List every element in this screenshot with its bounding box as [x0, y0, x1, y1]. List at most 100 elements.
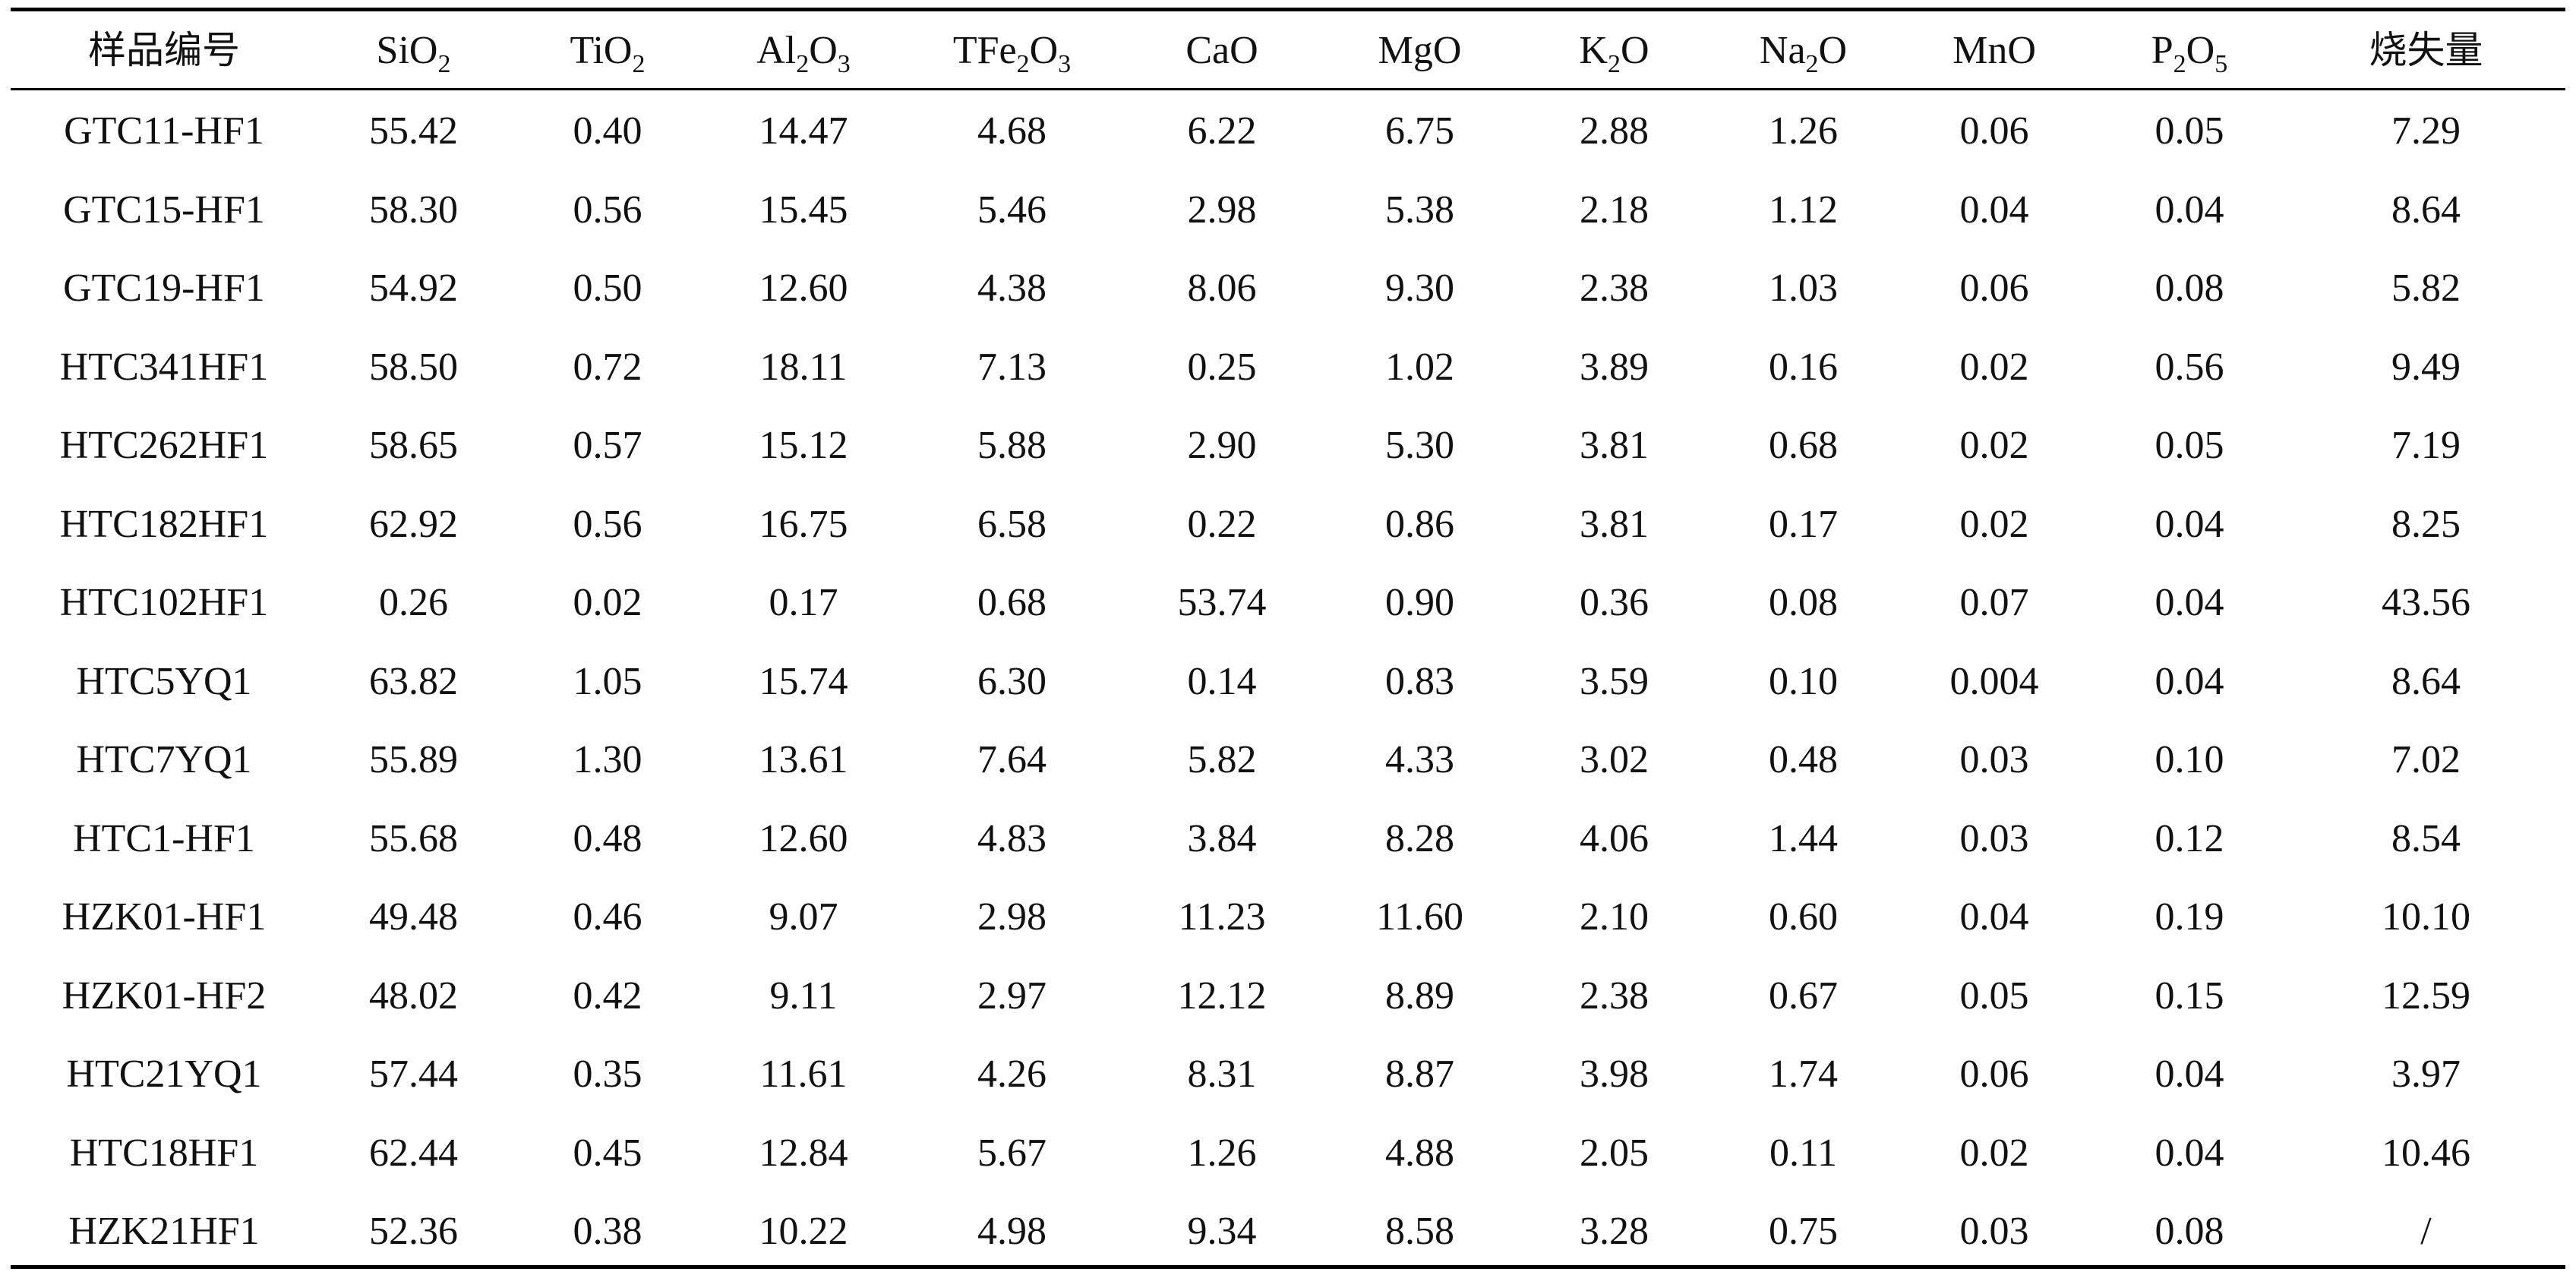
cell-k2o: 2.10	[1580, 895, 1649, 939]
cell-mno: 0.06	[1959, 267, 2029, 310]
cell-mno: 0.02	[1959, 424, 2029, 467]
cell-p2o5: 0.05	[2155, 424, 2224, 467]
cell-p2o5: 0.15	[2155, 974, 2224, 1018]
cell-sio2: 62.44	[369, 1131, 458, 1175]
cell-tio2: 0.56	[573, 502, 642, 546]
cell-tfe2o3: 4.68	[977, 109, 1046, 153]
table-row: GTC11-HF1 55.42 0.40 14.47 4.68 6.22 6.75 2.88 1…	[11, 90, 2565, 171]
cell-tio2: 0.42	[573, 974, 642, 1018]
cell-tfe2o3: 5.67	[977, 1131, 1046, 1175]
cell-tio2: 0.56	[573, 188, 642, 232]
cell-sample-id: HTC182HF1	[59, 502, 269, 546]
cell-na2o: 0.17	[1769, 502, 1838, 546]
cell-mgo: 5.38	[1385, 188, 1454, 232]
cell-mno: 0.02	[1959, 502, 2029, 546]
cell-p2o5: 0.19	[2155, 895, 2224, 939]
cell-sio2: 57.44	[369, 1053, 458, 1096]
table-row: HTC262HF1 58.65 0.57 15.12 5.88 2.90 5.30 3.81 0…	[11, 406, 2565, 485]
cell-sio2: 48.02	[369, 974, 458, 1018]
cell-mgo: 8.58	[1385, 1210, 1454, 1253]
cell-na2o: 0.60	[1769, 895, 1838, 939]
cell-loi: 3.97	[2391, 1053, 2461, 1096]
cell-p2o5: 0.04	[2155, 502, 2224, 546]
col-header-mgo: MgO	[1378, 29, 1462, 72]
cell-al2o3: 15.45	[759, 188, 848, 232]
cell-cao: 6.22	[1187, 109, 1257, 153]
cell-tio2: 0.50	[573, 267, 642, 310]
cell-tio2: 1.05	[573, 659, 642, 703]
cell-sample-id: HTC102HF1	[59, 581, 269, 624]
cell-tio2: 1.30	[573, 738, 642, 781]
cell-mgo: 0.83	[1385, 659, 1454, 703]
cell-na2o: 0.08	[1769, 581, 1838, 624]
cell-loi: 7.02	[2391, 738, 2461, 781]
col-header-sio2: SiO2	[376, 29, 451, 78]
cell-tio2: 0.02	[573, 581, 642, 624]
cell-k2o: 3.28	[1580, 1210, 1649, 1253]
cell-loi: 12.59	[2382, 974, 2470, 1018]
cell-p2o5: 0.04	[2155, 1053, 2224, 1096]
cell-sample-id: HZK01-HF1	[62, 895, 267, 939]
cell-loi: 7.19	[2391, 424, 2461, 467]
cell-tfe2o3: 2.98	[977, 895, 1046, 939]
header-row: 样品编号 SiO2 TiO2 Al2O3 TFe2O3 CaO MgO K2O …	[11, 11, 2565, 90]
cell-sample-id: GTC15-HF1	[63, 188, 265, 232]
cell-tio2: 0.57	[573, 424, 642, 467]
cell-k2o: 3.02	[1580, 738, 1649, 781]
cell-cao: 5.82	[1187, 738, 1257, 781]
cell-tfe2o3: 2.97	[977, 974, 1046, 1018]
cell-na2o: 1.74	[1769, 1053, 1838, 1096]
cell-mgo: 0.86	[1385, 502, 1454, 546]
cell-na2o: 0.48	[1769, 738, 1838, 781]
cell-mno: 0.03	[1959, 738, 2029, 781]
table-row: HTC341HF1 58.50 0.72 18.11 7.13 0.25 1.02 3.89 0…	[11, 328, 2565, 407]
cell-sample-id: HTC262HF1	[59, 424, 269, 467]
data-table: 样品编号 SiO2 TiO2 Al2O3 TFe2O3 CaO MgO K2O …	[11, 11, 2565, 1271]
cell-al2o3: 15.74	[759, 659, 848, 703]
cell-k2o: 2.38	[1580, 267, 1649, 310]
cell-sio2: 52.36	[369, 1210, 458, 1253]
cell-mgo: 1.02	[1385, 345, 1454, 389]
cell-sio2: 49.48	[369, 895, 458, 939]
cell-al2o3: 15.12	[759, 424, 848, 467]
cell-tfe2o3: 0.68	[977, 581, 1046, 624]
cell-tio2: 0.48	[573, 816, 642, 860]
cell-loi: 8.64	[2391, 659, 2461, 703]
cell-cao: 0.22	[1187, 502, 1257, 546]
cell-loi: /	[2420, 1210, 2432, 1253]
cell-cao: 2.98	[1187, 188, 1257, 232]
cell-tio2: 0.40	[573, 109, 642, 153]
cell-mgo: 8.89	[1385, 974, 1454, 1018]
cell-mgo: 0.90	[1385, 581, 1454, 624]
cell-k2o: 3.89	[1580, 345, 1649, 389]
cell-mno: 0.07	[1959, 581, 2029, 624]
col-header-k2o: K2O	[1579, 29, 1649, 78]
cell-k2o: 3.59	[1580, 659, 1649, 703]
cell-mno: 0.02	[1959, 1131, 2029, 1175]
cell-p2o5: 0.04	[2155, 1131, 2224, 1175]
cell-al2o3: 18.11	[759, 345, 848, 389]
cell-mgo: 11.60	[1375, 895, 1464, 939]
col-header-na2o: Na2O	[1759, 29, 1848, 78]
top-rule	[11, 8, 2565, 11]
cell-p2o5: 0.04	[2155, 659, 2224, 703]
col-header-al2o3: Al2O3	[756, 29, 851, 78]
cell-k2o: 2.18	[1580, 188, 1649, 232]
cell-loi: 8.54	[2391, 816, 2461, 860]
cell-sio2: 58.30	[369, 188, 458, 232]
cell-sample-id: HTC21YQ1	[66, 1053, 262, 1096]
cell-p2o5: 0.08	[2155, 267, 2224, 310]
cell-tio2: 0.35	[573, 1053, 642, 1096]
cell-k2o: 2.05	[1580, 1131, 1649, 1175]
cell-tfe2o3: 4.98	[977, 1210, 1046, 1253]
cell-cao: 8.31	[1187, 1053, 1257, 1096]
cell-cao: 9.34	[1187, 1210, 1257, 1253]
table-row: HZK01-HF1 49.48 0.46 9.07 2.98 11.23 11.60 2.10…	[11, 878, 2565, 957]
col-header-loi: 烧失量	[2369, 28, 2483, 72]
cell-tfe2o3: 7.13	[977, 345, 1046, 389]
cell-tfe2o3: 4.83	[977, 816, 1046, 860]
cell-sample-id: HTC7YQ1	[76, 738, 252, 781]
cell-sio2: 58.50	[369, 345, 458, 389]
cell-mno: 0.04	[1959, 895, 2029, 939]
cell-na2o: 0.16	[1769, 345, 1838, 389]
